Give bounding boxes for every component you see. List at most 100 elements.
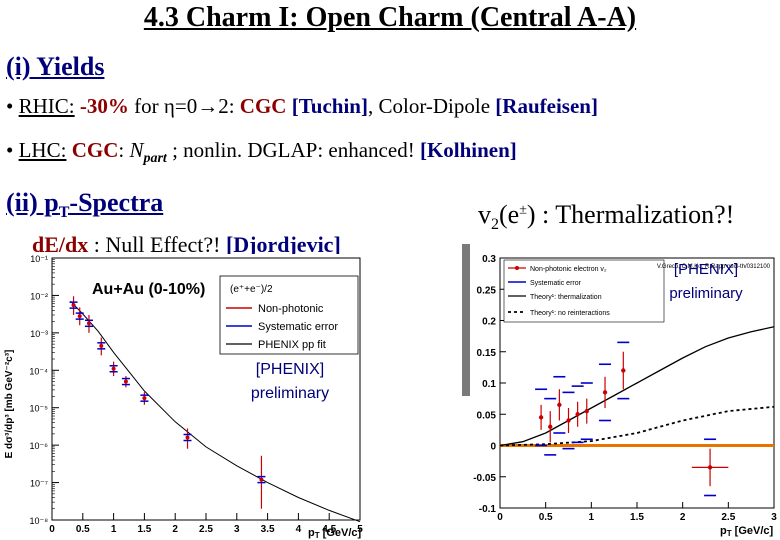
v2-citation: V.Greco, C.M.Ko, R.Rapp nucl-th/0312100 [657,264,771,270]
x-tick-label: 3 [234,524,240,535]
v2-sup: ± [519,202,527,218]
bullet-lhc: • LHC: CGC: Npart ; nonlin. DGLAP: enhan… [6,138,517,167]
legend-header: (e⁺+e⁻)/2 [230,284,273,295]
v2-sub: 2 [491,216,499,234]
v2-plot: -0.1 -0.05 0 0.05 0.1 0.15 0.2 0.25 0.3 0 0.5 1 1.5… [470,254,780,540]
v2-xlabel-p: p [720,525,727,537]
bullet-rhic: • RHIC: -30% for η=0→2: CGC [Tuchin], Co… [6,94,598,119]
v2-y-tick-label: 0.25 [477,285,497,296]
v2-data-point [584,408,589,414]
v2-y-tick-label: -0.1 [479,504,497,515]
v2-legend-data: Non-photonic electron v₂ [530,266,607,273]
x-tick-label: 2.5 [199,524,213,535]
y-tick-label: 10⁻⁵ [30,404,49,414]
spectra-ylabel: E dσ³/dp³ [mb GeV⁻²c³] [4,350,15,459]
data-point [77,314,82,319]
npart-symbol: N [129,138,144,162]
spectra-legend [219,275,359,355]
rhic-percent: -30% [74,94,135,118]
v2-data-point [548,424,553,429]
lhc-cgc: CGC [71,138,119,162]
spectra-plot: 10⁻⁸ 10⁻⁷ 10⁻⁶ 10⁻⁵ 10⁻⁴ 10⁻³ 10⁻² 10⁻¹ 0 0.5 1 1.… [0,254,400,540]
eta-range-start: =0 [174,94,198,118]
phenix-note-left: [PHENIX] [256,361,324,378]
y-tick-label: 10⁻³ [30,329,48,339]
y-tick-label: 10⁻¹ [30,254,48,264]
v2-x-tick-label: 0 [497,512,503,523]
rhic-label: RHIC: [18,94,75,118]
v2-legend-syst: Systematic error [530,280,582,287]
x-tick-label: 4 [296,524,302,535]
data-point [185,435,190,440]
v2-x-tick-label: 2 [680,512,686,523]
eta-range-end: 2: [218,94,235,118]
v2-data-point [557,402,562,408]
spectra-xlabel: pT [GeV/c] [308,527,362,540]
y-tick-label: 10⁻⁷ [30,479,48,489]
collision-label: Au+Au (0-10%) [92,281,205,298]
ref-djordjevic: [Djordjevic] [225,232,341,257]
v2-data-point [538,415,544,420]
lhc-label: LHC: [18,138,67,162]
phenix-note-right: [PHENIX] [674,261,738,278]
ref-raufeisen: [Raufeisen] [495,94,598,118]
ref-kolhinen: [Kolhinen] [419,138,517,162]
bullet-dot: • [6,94,19,118]
v2-x-tick-label: 0.5 [539,512,553,523]
legend-syst: Systematic error [258,321,338,333]
section-pt-spectra: (ii) pT-Spectra [6,188,163,222]
x-tick-label: 0.5 [76,524,90,535]
v2-xlabel-sub: T [727,529,732,538]
data-point [71,303,76,308]
v2-legend-therm: Theory¹: thermalization [530,294,602,301]
xlabel-sub: T [315,531,320,540]
bullet-dot: • [6,138,19,162]
v2-legend-dot [515,266,519,270]
v2-y-tick-label: 0.3 [482,254,496,265]
rhic-for: for [134,94,164,118]
x-tick-label: 1 [111,524,117,535]
v2-xlabel-unit: [GeV/c] [732,525,774,537]
cgc-label: CGC [234,94,292,118]
v2-y-tick-label: 0.1 [482,379,496,390]
sec2-p: (ii) p [6,188,59,217]
theory-thermal-line [499,326,775,447]
x-tick-label: 1.5 [137,524,151,535]
preliminary-note-left: preliminary [251,385,329,402]
v2-end: ) : Thermalization?! [526,200,735,229]
v2-data-point [575,412,580,417]
x-tick-label: 5 [357,524,363,535]
arrow-icon: → [197,94,219,118]
v2-v: v [478,200,491,229]
data-point [142,396,147,401]
data-point [86,321,91,326]
lhc-colon: : [118,138,130,162]
v2-x-tick-label: 1.5 [630,512,644,523]
xlabel-unit: [GeV/c] [320,527,362,539]
slide-title: 4.3 Charm I: Open Charm (Central A-A) [143,2,637,33]
y-tick-label: 10⁻⁶ [30,441,49,451]
dedx-e: E/dx [44,232,89,257]
color-dipole-text: , Color-Dipole [367,94,496,118]
data-point [99,343,104,348]
dedx-text: : Null Effect?! [88,232,226,257]
x-tick-label: 2 [172,524,178,535]
v2-y-tick-label: 0 [490,442,496,453]
data-point [111,366,116,371]
npart-sub: part [143,151,167,167]
sec2-rest: -Spectra [69,188,164,217]
divider-bar [462,244,470,396]
y-tick-label: 10⁻⁸ [29,516,48,526]
v2-data-point [602,390,608,395]
sec2-sub: T [58,204,70,222]
v2-y-tick-label: -0.05 [473,473,496,484]
ref-tuchin: [Tuchin] [291,94,368,118]
data-point [259,477,264,482]
v2-data-point [621,368,626,373]
x-tick-label: 3.5 [261,524,275,535]
v2-y-tick-label: 0.2 [482,317,496,328]
v2-rest: (e [499,200,520,229]
v2-legend-noint: Theory¹: no reinteractions [530,310,610,317]
dglap-text: ; nonlin. DGLAP: enhanced! [166,138,420,162]
section-yields: (i) Yields [6,52,105,81]
